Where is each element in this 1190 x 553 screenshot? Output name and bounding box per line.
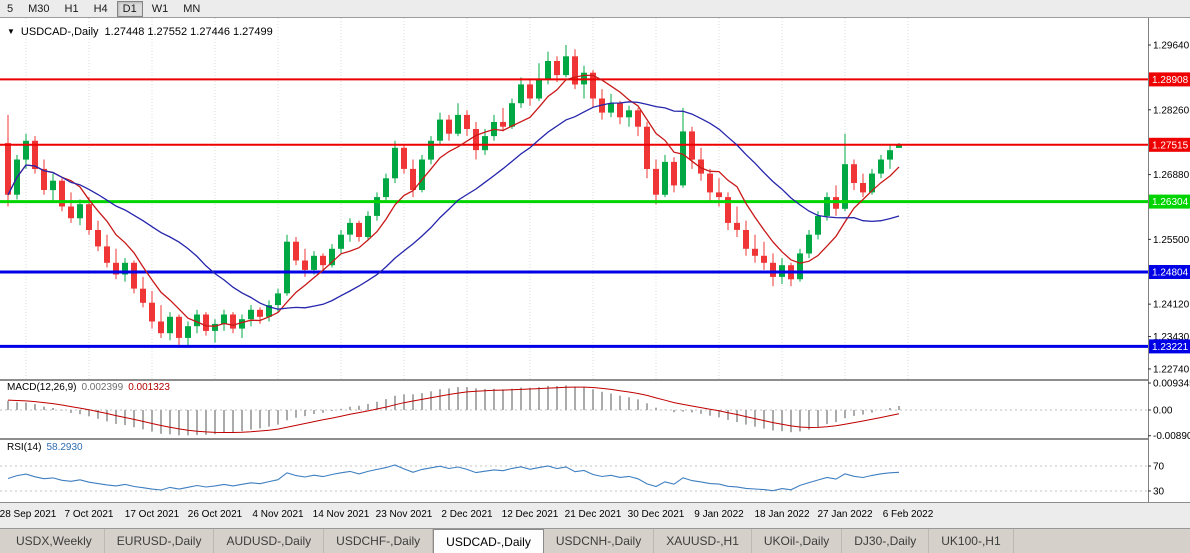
timeframe-h1-button[interactable]: H1 <box>64 2 79 15</box>
tab-usdx-weekly[interactable]: USDX,Weekly <box>4 529 105 553</box>
chart-title: ▼ USDCAD-,Daily 1.27448 1.27552 1.27446 … <box>7 26 273 38</box>
svg-text:1.29640: 1.29640 <box>1153 40 1190 51</box>
svg-text:1.26880: 1.26880 <box>1153 170 1190 181</box>
date-label: 4 Nov 2021 <box>252 509 304 520</box>
date-label: 14 Nov 2021 <box>312 509 370 520</box>
timeframe-d1-button[interactable]: D1 <box>116 0 143 17</box>
macd-name: MACD(12,26,9) <box>7 382 77 393</box>
date-label: 27 Jan 2022 <box>817 509 873 520</box>
macd-layer <box>0 385 1148 436</box>
macd-indicator-label: MACD(12,26,9) 0.002399 0.001323 <box>7 382 170 393</box>
date-label: 9 Jan 2022 <box>694 509 744 520</box>
moving-averages-layer <box>7 74 900 327</box>
timeframe-m30-button[interactable]: M30 <box>28 2 50 15</box>
macd-signal-value: 0.001323 <box>128 382 170 393</box>
date-label: 17 Oct 2021 <box>124 509 180 520</box>
chart-window[interactable]: 1.29640 1.28260 1.26880 1.25500 1.24120 1.234… <box>0 18 1190 502</box>
svg-text:0.00: 0.00 <box>1153 406 1173 417</box>
symbol-tab-bar: USDX,Weekly EURUSD-,Daily AUDUSD-,Daily … <box>0 528 1190 553</box>
price-chart-canvas[interactable]: 1.29640 1.28260 1.26880 1.25500 1.24120 1.234… <box>0 18 1190 502</box>
date-label: 12 Dec 2021 <box>501 509 559 520</box>
rsi-indicator-label: RSI(14) 58.2930 <box>7 442 83 453</box>
svg-text:1.24120: 1.24120 <box>1153 300 1190 311</box>
time-axis[interactable]: 28 Sep 2021 7 Oct 2021 17 Oct 2021 26 Oct 2… <box>0 502 1190 528</box>
svg-text:1.23221: 1.23221 <box>1152 342 1189 353</box>
chart-dropdown-icon[interactable]: ▼ <box>7 27 15 36</box>
svg-text:70: 70 <box>1153 462 1165 473</box>
price-axis-layer[interactable]: 1.29640 1.28260 1.26880 1.25500 1.24120 1.234… <box>1148 18 1190 502</box>
tab-eurusd-daily[interactable]: EURUSD-,Daily <box>105 529 215 553</box>
svg-text:1.27515: 1.27515 <box>1152 140 1189 151</box>
timeframe-m5-button[interactable]: 5 <box>7 2 14 15</box>
svg-text:1.26304: 1.26304 <box>1152 197 1189 208</box>
tab-dj30-daily[interactable]: DJ30-,Daily <box>842 529 930 553</box>
timeframe-h4-button[interactable]: H4 <box>93 2 108 15</box>
tab-uk100-h1[interactable]: UK100-,H1 <box>929 529 1014 553</box>
rsi-name: RSI(14) <box>7 442 42 453</box>
tab-xauusd-h1[interactable]: XAUUSD-,H1 <box>654 529 752 553</box>
svg-text:-0.008905: -0.008905 <box>1153 431 1190 442</box>
svg-text:1.24804: 1.24804 <box>1152 268 1189 279</box>
chart-ohlc-values: 1.27448 1.27552 1.27446 1.27499 <box>104 26 273 38</box>
tab-usdchf-daily[interactable]: USDCHF-,Daily <box>324 529 434 553</box>
panel-separators <box>0 379 1190 440</box>
candles-layer <box>5 45 902 347</box>
svg-text:1.23430: 1.23430 <box>1153 332 1190 343</box>
date-label: 30 Dec 2021 <box>627 509 685 520</box>
svg-text:1.28260: 1.28260 <box>1153 105 1190 116</box>
date-label: 2 Dec 2021 <box>441 509 493 520</box>
tab-usdcad-daily[interactable]: USDCAD-,Daily <box>433 529 544 553</box>
timeframe-mn-button[interactable]: MN <box>183 2 201 15</box>
date-label: 21 Dec 2021 <box>564 509 622 520</box>
tab-audusd-daily[interactable]: AUDUSD-,Daily <box>214 529 325 553</box>
date-label: 23 Nov 2021 <box>375 509 433 520</box>
date-label: 7 Oct 2021 <box>64 509 114 520</box>
rsi-value: 58.2930 <box>46 442 83 453</box>
svg-text:1.22740: 1.22740 <box>1153 364 1190 375</box>
date-label: 18 Jan 2022 <box>754 509 810 520</box>
svg-text:30: 30 <box>1153 487 1165 498</box>
date-label: 6 Feb 2022 <box>882 509 934 520</box>
timeframe-w1-button[interactable]: W1 <box>151 2 169 15</box>
date-label: 26 Oct 2021 <box>187 509 243 520</box>
tab-ukoil-daily[interactable]: UKOil-,Daily <box>752 529 843 553</box>
chart-symbol-label: USDCAD-,Daily <box>20 26 99 38</box>
svg-text:1.25500: 1.25500 <box>1153 235 1190 246</box>
svg-text:1.28908: 1.28908 <box>1152 75 1189 86</box>
tab-usdcnh-daily[interactable]: USDCNH-,Daily <box>544 529 655 553</box>
svg-text:0.009345: 0.009345 <box>1153 378 1190 389</box>
rsi-layer <box>0 464 1148 492</box>
hlines-layer <box>0 78 1148 348</box>
macd-main-value: 0.002399 <box>81 382 124 393</box>
timeframe-toolbar: 5 M30 H1 H4 D1 W1 MN <box>0 0 1190 18</box>
date-label: 28 Sep 2021 <box>0 509 57 520</box>
